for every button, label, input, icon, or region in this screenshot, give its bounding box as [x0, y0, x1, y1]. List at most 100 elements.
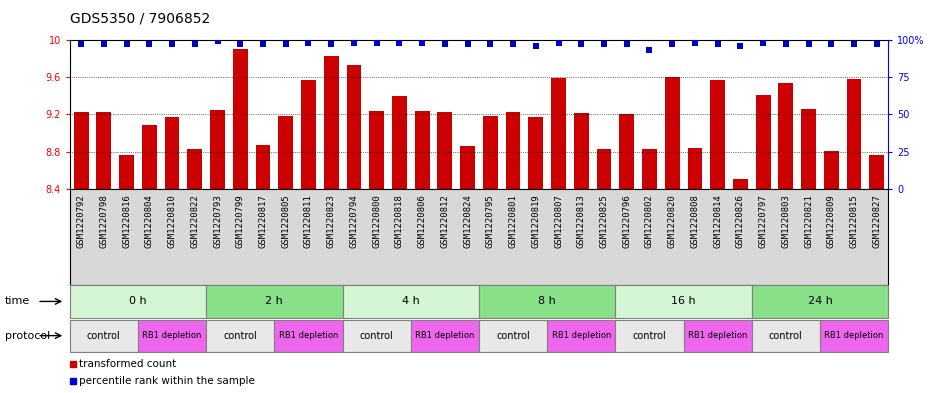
Text: control: control [87, 331, 121, 341]
Bar [665, 77, 680, 189]
Text: 8 h: 8 h [538, 296, 556, 307]
Text: GSM1220806: GSM1220806 [418, 194, 427, 248]
Bar [301, 80, 316, 189]
Text: control: control [223, 331, 257, 341]
Text: RB1 depletion: RB1 depletion [688, 331, 748, 340]
Bar [437, 112, 452, 189]
Text: 0 h: 0 h [129, 296, 147, 307]
Bar [751, 320, 820, 352]
Text: GSM1220814: GSM1220814 [713, 194, 723, 248]
Text: RB1 depletion: RB1 depletion [279, 331, 339, 340]
Text: GSM1220805: GSM1220805 [281, 194, 290, 248]
Bar [460, 146, 475, 189]
Text: time: time [5, 296, 30, 307]
Bar [778, 83, 793, 189]
Text: GSM1220827: GSM1220827 [872, 194, 882, 248]
Bar [616, 320, 684, 352]
Text: GSM1220815: GSM1220815 [849, 194, 858, 248]
Bar [824, 151, 839, 189]
Bar [232, 49, 247, 189]
Text: GSM1220824: GSM1220824 [463, 194, 472, 248]
Bar [278, 116, 293, 189]
Bar [596, 149, 611, 189]
Text: GSM1220816: GSM1220816 [122, 194, 131, 248]
Text: RB1 depletion: RB1 depletion [824, 331, 884, 340]
Text: GSM1220825: GSM1220825 [600, 194, 608, 248]
Text: control: control [497, 331, 530, 341]
Bar [206, 285, 342, 318]
Text: 4 h: 4 h [402, 296, 419, 307]
Text: GSM1220795: GSM1220795 [485, 194, 495, 248]
Text: control: control [769, 331, 803, 341]
Bar [684, 320, 751, 352]
Bar [711, 80, 725, 189]
Text: GSM1220807: GSM1220807 [554, 194, 563, 248]
Bar [187, 149, 202, 189]
Bar [642, 149, 657, 189]
Text: 24 h: 24 h [807, 296, 832, 307]
Text: GSM1220800: GSM1220800 [372, 194, 381, 248]
Text: GSM1220803: GSM1220803 [781, 194, 790, 248]
Bar [70, 320, 138, 352]
Bar [820, 320, 888, 352]
Text: protocol: protocol [5, 331, 50, 341]
Text: control: control [632, 331, 666, 341]
Text: GSM1220801: GSM1220801 [509, 194, 518, 248]
Bar [616, 285, 751, 318]
Bar [479, 320, 547, 352]
Bar [479, 285, 616, 318]
Bar [165, 117, 179, 189]
Text: GSM1220793: GSM1220793 [213, 194, 222, 248]
Bar [256, 145, 271, 189]
Bar [342, 320, 411, 352]
Bar [347, 65, 361, 189]
Text: percentile rank within the sample: percentile rank within the sample [79, 376, 255, 386]
Text: control: control [360, 331, 393, 341]
Text: GSM1220799: GSM1220799 [235, 194, 245, 248]
Text: RB1 depletion: RB1 depletion [415, 331, 474, 340]
Bar [392, 95, 406, 189]
Text: 2 h: 2 h [265, 296, 284, 307]
Bar [574, 114, 589, 189]
Bar [733, 179, 748, 189]
Text: GDS5350 / 7906852: GDS5350 / 7906852 [70, 12, 210, 26]
Bar [846, 79, 861, 189]
Text: GSM1220792: GSM1220792 [76, 194, 86, 248]
Bar [369, 111, 384, 189]
Text: GSM1220810: GSM1220810 [167, 194, 177, 248]
Text: GSM1220794: GSM1220794 [350, 194, 358, 248]
Bar [324, 57, 339, 189]
Bar [551, 78, 565, 189]
Text: RB1 depletion: RB1 depletion [142, 331, 202, 340]
Bar [274, 320, 342, 352]
Bar [801, 109, 816, 189]
Bar [210, 110, 225, 189]
Bar [97, 112, 112, 189]
Text: RB1 depletion: RB1 depletion [551, 331, 611, 340]
Text: transformed count: transformed count [79, 358, 176, 369]
Bar [619, 114, 634, 189]
Text: GSM1220826: GSM1220826 [736, 194, 745, 248]
Bar [138, 320, 206, 352]
Text: GSM1220798: GSM1220798 [100, 194, 109, 248]
Bar [415, 111, 430, 189]
Text: GSM1220821: GSM1220821 [804, 194, 813, 248]
Bar [73, 112, 88, 189]
Text: GSM1220817: GSM1220817 [259, 194, 268, 248]
Bar [483, 116, 498, 189]
Bar [751, 285, 888, 318]
Bar [206, 320, 274, 352]
Bar [547, 320, 616, 352]
Text: GSM1220818: GSM1220818 [395, 194, 404, 248]
Text: GSM1220813: GSM1220813 [577, 194, 586, 248]
Bar [870, 156, 884, 189]
Bar [506, 112, 521, 189]
Text: GSM1220809: GSM1220809 [827, 194, 836, 248]
Text: GSM1220822: GSM1220822 [191, 194, 199, 248]
Bar [411, 320, 479, 352]
Text: GSM1220820: GSM1220820 [668, 194, 677, 248]
Bar [142, 125, 156, 189]
Text: GSM1220812: GSM1220812 [440, 194, 449, 248]
Text: 16 h: 16 h [671, 296, 696, 307]
Bar [119, 156, 134, 189]
